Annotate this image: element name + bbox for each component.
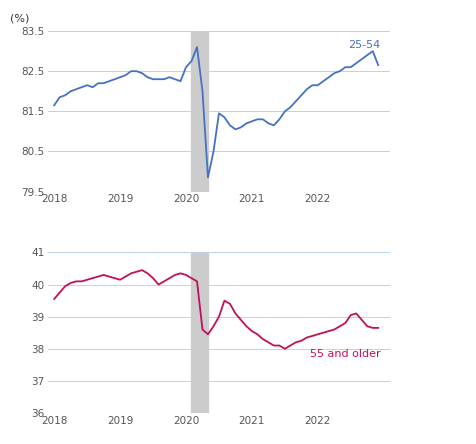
Text: 55 and older: 55 and older bbox=[310, 349, 380, 359]
Bar bbox=[191, 31, 208, 191]
Text: (%): (%) bbox=[10, 13, 29, 24]
Text: 25-54: 25-54 bbox=[348, 40, 380, 50]
Bar bbox=[191, 253, 208, 413]
